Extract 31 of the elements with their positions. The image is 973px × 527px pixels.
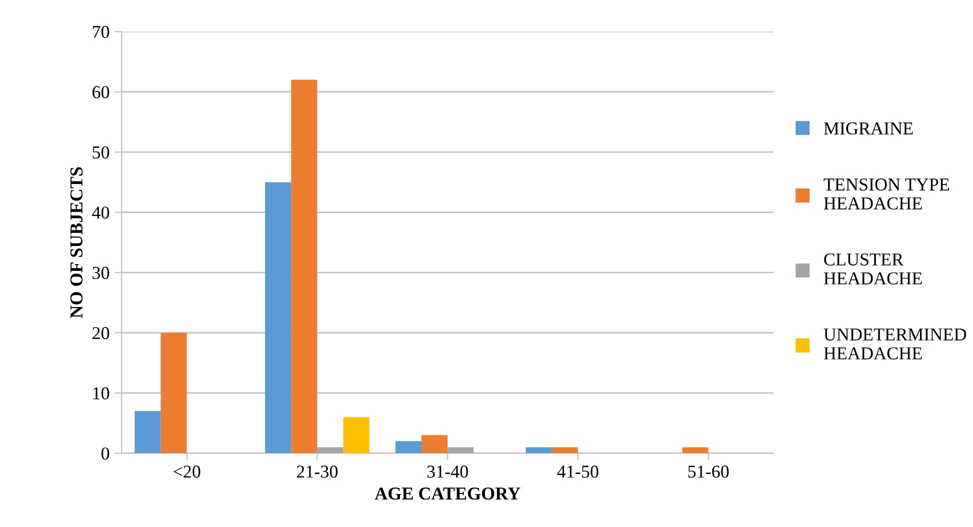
legend-label: TENSION TYPE HEADACHE (824, 178, 950, 210)
x-axis-title: AGE CATEGORY (374, 488, 520, 500)
bar (448, 447, 474, 454)
bar (526, 447, 552, 454)
bar (343, 417, 370, 454)
x-tick-label: <20 (174, 466, 200, 478)
y-tick-label: 30 (92, 266, 110, 279)
y-tick-label: 10 (93, 387, 110, 400)
bar (682, 447, 708, 454)
bar (160, 332, 187, 454)
y-axis-title: NO OF SUBJECTS (70, 167, 83, 318)
y-tick-label: 0 (101, 447, 110, 460)
bar (134, 411, 161, 454)
x-tick-label: 41-50 (557, 466, 598, 478)
bar (291, 80, 318, 454)
bar (395, 441, 422, 454)
y-tick-label: 70 (92, 26, 110, 38)
x-tick-label: 51-60 (688, 466, 729, 478)
y-tick-label: 40 (92, 206, 110, 219)
legend-label: UNDETERMINED HEADACHE (824, 328, 966, 360)
bar (265, 182, 292, 454)
bar (552, 447, 578, 454)
x-tick-label: 21-30 (296, 466, 338, 478)
legend-label: MIGRAINE (824, 122, 913, 135)
y-tick-label: 50 (92, 146, 110, 159)
y-tick-label: 60 (92, 86, 110, 98)
y-tick-label: 20 (92, 327, 110, 340)
bar (317, 447, 344, 454)
bar (422, 435, 448, 454)
legend-label: CLUSTER HEADACHE (824, 253, 922, 284)
x-tick-label: 31-40 (427, 466, 468, 478)
